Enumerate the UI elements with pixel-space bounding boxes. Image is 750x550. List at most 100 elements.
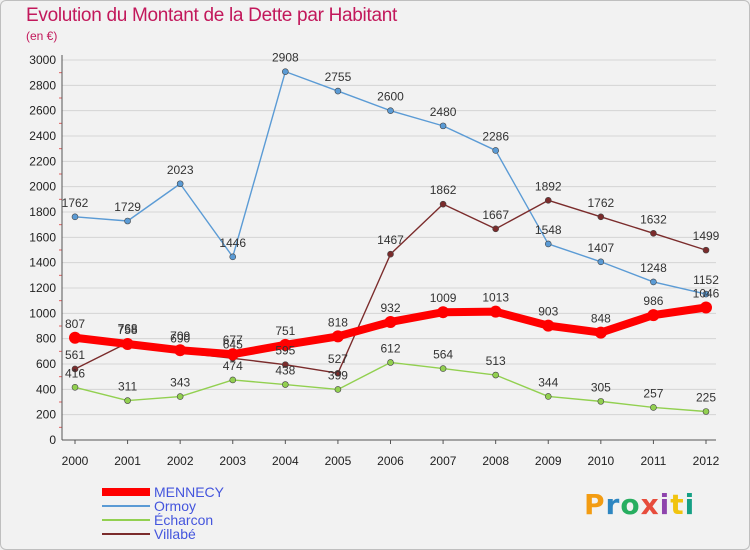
data-label: 1467: [377, 233, 404, 247]
data-label: 751: [275, 324, 295, 338]
proxiti-logo: Proxiti: [584, 488, 695, 521]
data-label: 768: [118, 322, 138, 336]
data-point: [71, 365, 79, 373]
data-label: 690: [170, 332, 190, 346]
data-label: 595: [275, 344, 295, 358]
logo-letter: t: [670, 488, 685, 521]
data-point: [437, 306, 450, 319]
y-tick-label: 2400: [29, 129, 56, 143]
data-label: 2908: [272, 51, 299, 65]
data-label: 225: [696, 391, 716, 405]
data-point: [700, 301, 712, 314]
y-tick-label: 1000: [29, 306, 56, 320]
data-point: [597, 258, 605, 266]
data-point: [650, 278, 657, 286]
logo-letter: o: [620, 488, 641, 521]
x-tick-label: 2009: [535, 454, 562, 468]
data-label: 1862: [430, 183, 457, 197]
x-tick-label: 2001: [114, 454, 141, 468]
data-point: [124, 217, 131, 225]
y-tick-label: 2200: [29, 154, 56, 168]
data-point: [282, 68, 289, 75]
data-point: [544, 393, 552, 400]
y-tick-label: 400: [36, 382, 56, 396]
data-label: 2755: [325, 70, 352, 84]
data-label: 527: [328, 352, 348, 366]
logo-letter: r: [605, 488, 621, 521]
data-point: [229, 253, 237, 261]
data-point: [647, 309, 660, 322]
series-layer: [69, 68, 712, 415]
data-point: [439, 365, 447, 372]
data-point: [124, 397, 131, 404]
data-point: [489, 305, 502, 318]
data-label: 2023: [167, 163, 194, 177]
data-label: 564: [433, 348, 453, 362]
data-label: 986: [643, 294, 663, 308]
data-label: 1548: [535, 223, 562, 237]
data-point: [282, 381, 289, 388]
legend-entry-mennecy: MENNECY: [154, 484, 225, 500]
data-label: 1152: [693, 273, 719, 287]
data-label: 612: [380, 341, 400, 355]
y-tick-label: 3000: [29, 53, 56, 67]
logo-letter: i: [684, 488, 696, 521]
data-label: 2286: [482, 129, 509, 143]
series-line-ormoy: [74, 70, 707, 295]
legend-entry-ormoy: Ormoy: [154, 498, 196, 514]
data-label: 1013: [482, 291, 509, 305]
y-tick-label: 2600: [29, 104, 56, 118]
data-point: [334, 87, 342, 95]
x-tick-label: 2003: [219, 454, 246, 468]
data-point: [702, 408, 710, 415]
x-tick-label: 2006: [377, 454, 404, 468]
data-label: 709: [170, 329, 190, 343]
y-tick-label: 1600: [29, 230, 56, 244]
data-label: 818: [328, 315, 348, 329]
data-label: 399: [328, 368, 348, 382]
data-point: [384, 315, 397, 328]
data-label: 1667: [482, 208, 509, 222]
data-point: [492, 225, 499, 233]
data-label: 344: [538, 375, 558, 389]
data-point: [71, 213, 79, 221]
x-tick-label: 2008: [482, 454, 509, 468]
grid: [62, 59, 716, 441]
data-point: [702, 246, 710, 254]
data-label: 1762: [62, 196, 89, 210]
y-tick-label: 0: [49, 433, 56, 447]
logo-letter: P: [584, 488, 606, 521]
data-point: [702, 290, 710, 298]
x-tick-label: 2005: [325, 454, 352, 468]
data-label: 474: [223, 359, 243, 373]
data-label: 1762: [587, 196, 614, 210]
data-point: [176, 393, 184, 400]
data-label: 1009: [430, 291, 457, 305]
chart-subtitle: (en €): [26, 29, 58, 43]
data-point: [387, 107, 394, 114]
x-tick-label: 2004: [272, 454, 299, 468]
data-point: [492, 147, 499, 154]
data-point: [69, 331, 81, 344]
data-label: 438: [275, 364, 295, 378]
data-point: [544, 240, 552, 248]
data-label: 305: [591, 380, 611, 394]
x-tick-label: 2011: [641, 454, 667, 468]
data-label: 1046: [693, 287, 720, 301]
axes: 0 200 400 600 800 1000 1200 1400 1600 1800 2000 220…: [29, 53, 719, 468]
data-label: 903: [538, 305, 558, 319]
data-label: 758: [118, 323, 138, 337]
data-label: 311: [118, 380, 137, 394]
data-label: 807: [65, 317, 85, 331]
y-tick-label: 1200: [29, 281, 56, 295]
data-point: [597, 398, 605, 405]
legend-entry-villabé: Villabé: [154, 526, 196, 542]
data-label: 1892: [535, 179, 562, 193]
data-point: [544, 197, 552, 204]
data-point: [492, 371, 499, 379]
data-point: [279, 338, 292, 351]
y-tick-label: 200: [36, 408, 56, 422]
data-label: 1407: [587, 241, 614, 255]
y-tick-label: 800: [36, 332, 56, 346]
chart-title: Evolution du Montant de la Dette par Hab…: [26, 5, 397, 26]
